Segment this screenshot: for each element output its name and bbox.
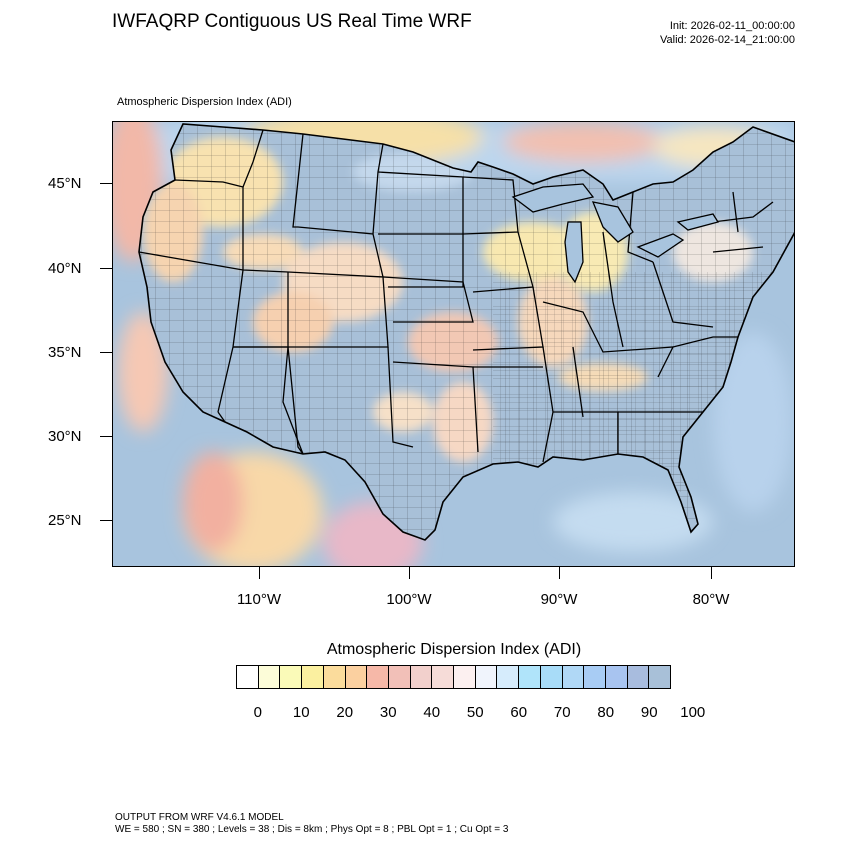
legend-tick-label: 10 [292, 704, 310, 721]
lat-tick [100, 183, 112, 184]
map-title: IWFAQRP Contiguous US Real Time WRF [112, 11, 472, 32]
lat-tick [100, 436, 112, 437]
lat-label-25n: 25°N [48, 512, 82, 529]
lon-label-90w: 90°W [540, 591, 578, 608]
legend-tick-label: 90 [640, 704, 658, 721]
legend-swatch [454, 666, 476, 688]
map-panel [112, 121, 795, 567]
legend-swatch [258, 666, 281, 688]
legend-swatch [627, 666, 650, 688]
legend-tick-label: 0 [253, 704, 262, 721]
legend-tick-label: 80 [597, 704, 615, 721]
legend-swatch [367, 666, 389, 688]
footer-params: WE = 580 ; SN = 380 ; Levels = 38 ; Dis … [115, 824, 509, 835]
legend-swatch [388, 666, 411, 688]
legend-tick-label: 50 [466, 704, 484, 721]
lat-label-30n: 30°N [48, 428, 82, 445]
legend-swatch [302, 666, 324, 688]
state-boundaries [138, 129, 774, 463]
lon-tick [559, 567, 560, 579]
lon-label-100w: 100°W [386, 591, 432, 608]
legend-tick-label: 60 [510, 704, 528, 721]
legend-swatch [540, 666, 563, 688]
legend-tick-label: 100 [680, 704, 706, 721]
legend-swatch [519, 666, 541, 688]
legend-swatch [345, 666, 368, 688]
lat-label-40n: 40°N [48, 260, 82, 277]
lon-tick [711, 567, 712, 579]
legend-tick-label: 40 [423, 704, 441, 721]
lon-tick [259, 567, 260, 579]
legend-tick-label: 20 [336, 704, 354, 721]
legend-swatch [410, 666, 433, 688]
valid-time: Valid: 2026-02-14_21:00:00 [660, 34, 795, 46]
legend-swatch [432, 666, 455, 688]
legend-swatch [584, 666, 606, 688]
legend-swatch [237, 666, 259, 688]
legend-tick-label: 70 [553, 704, 571, 721]
lat-label-45n: 45°N [48, 175, 82, 192]
lon-label-80w: 80°W [692, 591, 730, 608]
us-map [113, 122, 794, 566]
legend-swatch [562, 666, 585, 688]
legend-tick-label: 30 [379, 704, 397, 721]
legend-swatch [605, 666, 628, 688]
legend-colorbar [236, 665, 671, 689]
lat-tick [100, 268, 112, 269]
legend-swatch [497, 666, 520, 688]
lon-label-110w: 110°W [236, 591, 282, 608]
legend-swatch [323, 666, 346, 688]
lon-tick [409, 567, 410, 579]
lat-tick [100, 520, 112, 521]
lat-label-35n: 35°N [48, 344, 82, 361]
lat-tick [100, 352, 112, 353]
legend-title: Atmospheric Dispersion Index (ADI) [326, 641, 582, 658]
map-subtitle: Atmospheric Dispersion Index (ADI) [117, 96, 292, 108]
legend-swatch [475, 666, 498, 688]
legend-swatch [280, 666, 303, 688]
legend-swatch [649, 666, 671, 688]
footer-model: OUTPUT FROM WRF V4.6.1 MODEL [115, 812, 284, 823]
init-time: Init: 2026-02-11_00:00:00 [669, 20, 795, 32]
great-lakes [511, 183, 720, 284]
